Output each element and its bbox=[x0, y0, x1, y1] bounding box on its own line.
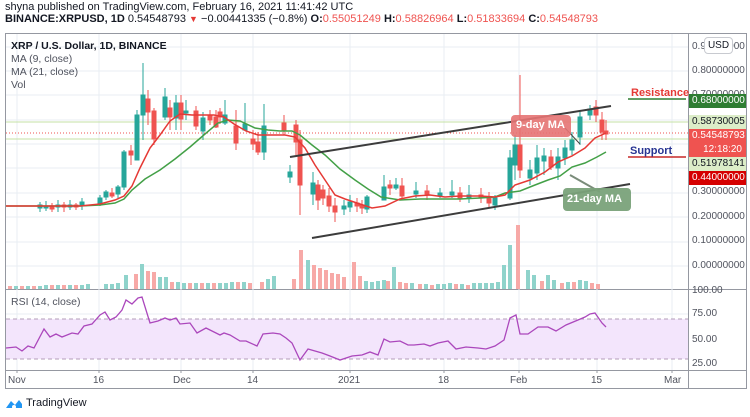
rsi-tick-25: 25.00 bbox=[692, 358, 718, 369]
ma21-line bbox=[6, 119, 607, 207]
rsi-band bbox=[6, 319, 688, 359]
resistance-price-tag: 0.68000000 bbox=[689, 94, 746, 108]
price-tick-020: 0.20000000 bbox=[692, 211, 745, 222]
rsi-tick-50: 50.00 bbox=[692, 334, 718, 345]
price-tick-010: 0.10000000 bbox=[692, 235, 745, 246]
time-tick: Dec bbox=[173, 375, 191, 386]
time-tick: Feb bbox=[510, 375, 528, 386]
volume-bars bbox=[8, 225, 600, 289]
ma9-line bbox=[6, 113, 607, 209]
time-tick: Mar bbox=[664, 375, 682, 386]
support-annotation: Support bbox=[630, 145, 673, 157]
time-tick: 16 bbox=[93, 375, 105, 386]
down-triangle-icon: ▼ bbox=[189, 14, 198, 24]
currency-button[interactable]: USD bbox=[704, 37, 733, 54]
publisher-line: shyna published on TradingView.com, Febr… bbox=[5, 1, 354, 13]
channel-upper bbox=[289, 105, 612, 158]
ma21-annotation: 21-day MA bbox=[567, 193, 623, 205]
high-value: 0.58826964 bbox=[395, 13, 454, 25]
chart-legend: XRP / U.S. Dollar, 1D, BINANCE MA (9, cl… bbox=[11, 40, 167, 92]
time-tick: Nov bbox=[8, 375, 26, 386]
last-price-tag: 0.54548793 bbox=[689, 129, 746, 143]
brand-name: TradingView bbox=[26, 397, 87, 409]
close-value: 0.54548793 bbox=[539, 13, 599, 25]
low-value: 0.51833694 bbox=[467, 13, 526, 25]
price-tick-030: 0.30000000 bbox=[692, 186, 745, 197]
price-change: −0.00441335 (−0.8%) bbox=[201, 13, 308, 25]
open-value: 0.55051249 bbox=[322, 13, 381, 25]
last-price: 0.54548793 bbox=[127, 13, 186, 25]
low-label: L: bbox=[456, 13, 468, 25]
time-tick: 18 bbox=[438, 375, 450, 386]
support-price-tag: 0.44000000 bbox=[689, 171, 746, 185]
resistance-annotation: Resistance bbox=[631, 87, 690, 99]
rsi-line bbox=[5, 296, 607, 362]
time-tick: 15 bbox=[591, 375, 603, 386]
rsi-tick-75: 75.00 bbox=[692, 308, 718, 319]
price-tick-000: 0.00000000 bbox=[692, 260, 745, 271]
ma21-callout bbox=[563, 174, 631, 211]
ma9-annotation: 9-day MA bbox=[516, 119, 565, 131]
time-tick: 2021 bbox=[338, 375, 361, 386]
rsi-tick-100: 100.00 bbox=[692, 285, 723, 296]
ma9-price-tag: 0.58730005 bbox=[689, 115, 746, 129]
price-tick-080: 0.80000000 bbox=[692, 65, 745, 76]
rsi-legend[interactable]: RSI (14, close) bbox=[11, 296, 81, 308]
legend-title: XRP / U.S. Dollar, 1D, BINANCE bbox=[11, 40, 167, 52]
legend-ma9[interactable]: MA (9, close) bbox=[11, 53, 73, 65]
ohlc-line: BINANCE:XRPUSD, 1D 0.54548793 ▼ −0.00441… bbox=[5, 13, 598, 25]
ma21-price-tag: 0.51978141 bbox=[689, 157, 746, 171]
candles bbox=[37, 63, 609, 222]
high-label: H: bbox=[383, 13, 396, 25]
tradingview-cloud-icon bbox=[6, 399, 22, 409]
time-axis[interactable]: Nov 16 Dec 14 2021 18 Feb 15 Mar bbox=[0, 375, 688, 387]
ma9-callout bbox=[511, 115, 581, 145]
legend-ma21[interactable]: MA (21, close) bbox=[11, 66, 79, 78]
tradingview-logo[interactable]: TradingView bbox=[5, 397, 87, 409]
symbol: BINANCE:XRPUSD, 1D bbox=[5, 13, 125, 25]
time-tick: 14 bbox=[247, 375, 259, 386]
close-label: C: bbox=[528, 13, 540, 25]
legend-vol[interactable]: Vol bbox=[11, 79, 26, 91]
open-label: O: bbox=[310, 13, 323, 25]
countdown-tag: 12:18:20 bbox=[689, 143, 746, 157]
